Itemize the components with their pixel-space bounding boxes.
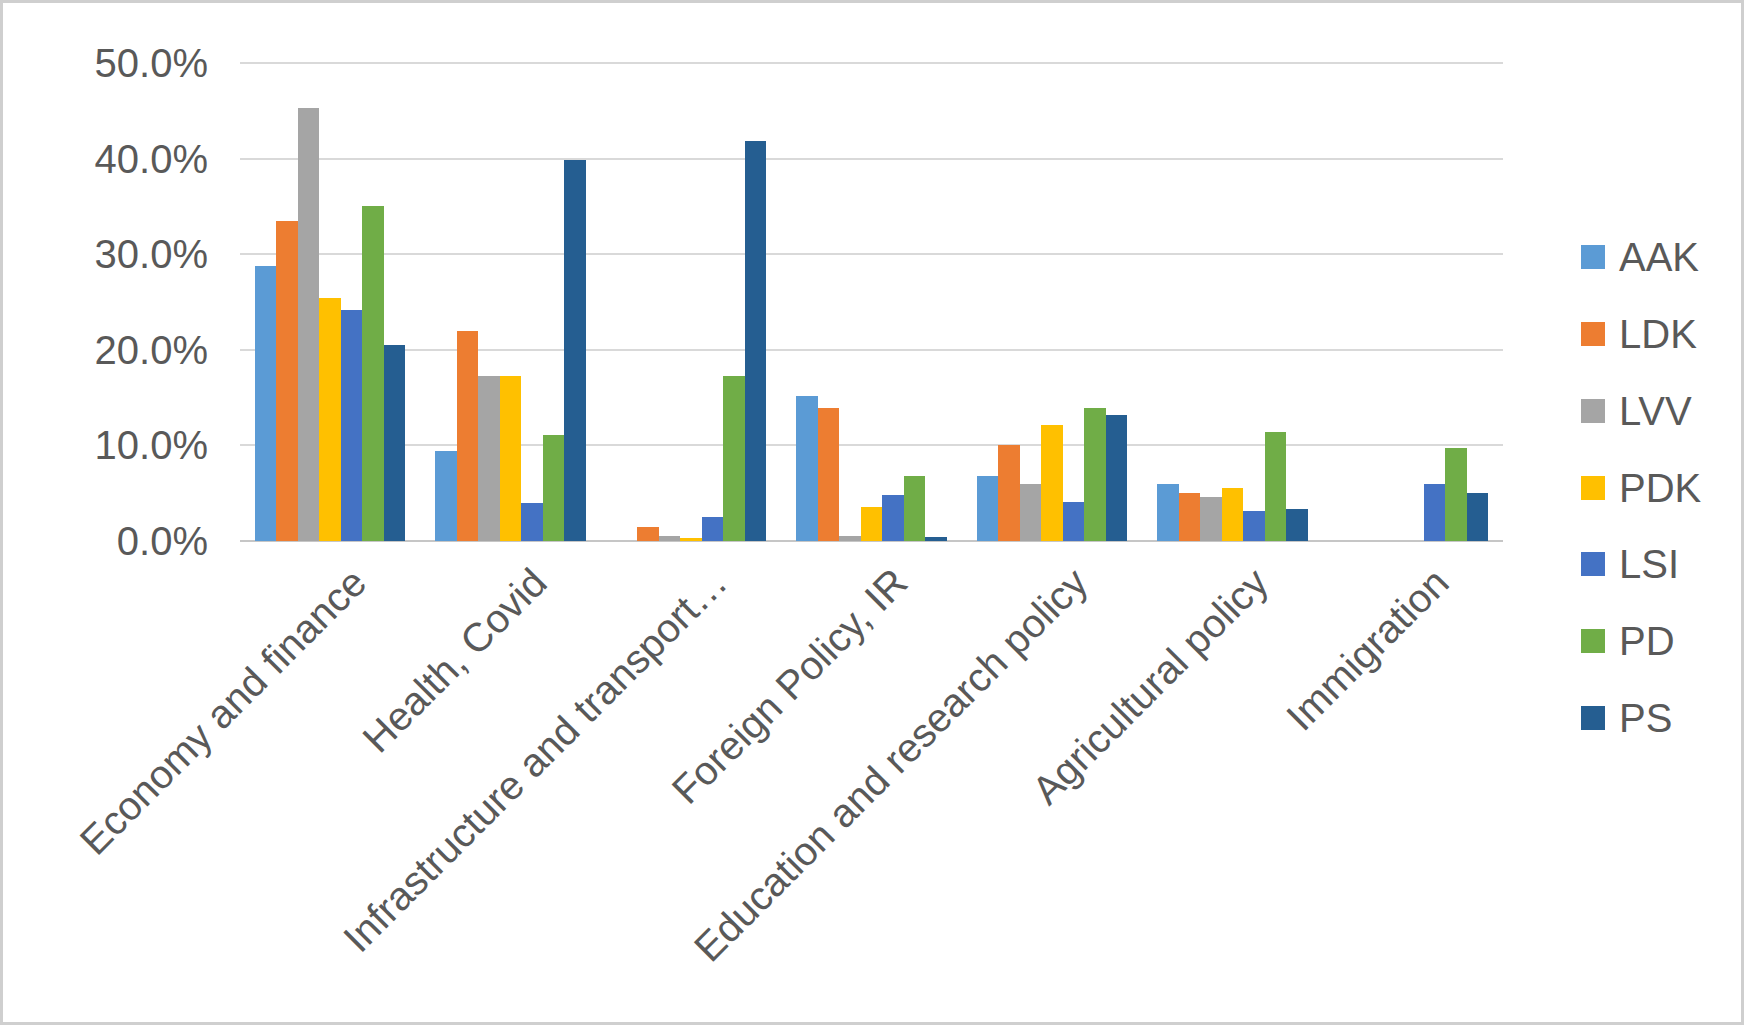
legend-swatch-icon — [1581, 629, 1605, 653]
legend-item-ps: PS — [1581, 694, 1672, 742]
x-category-label: Economy and finance — [70, 559, 375, 864]
bar-pd — [362, 206, 384, 541]
bar-ps — [1467, 493, 1489, 541]
bar-pdk — [1041, 425, 1063, 541]
bar-ldk — [276, 221, 298, 541]
bar-pdk — [1222, 488, 1244, 541]
legend-swatch-icon — [1581, 399, 1605, 423]
bar-pd — [904, 476, 926, 541]
bar-ps — [564, 160, 586, 541]
gridline — [240, 158, 1503, 160]
legend-item-lsi: LSI — [1581, 540, 1679, 588]
y-tick-label: 10.0% — [38, 421, 208, 469]
bar-ps — [1286, 509, 1308, 541]
bar-pdk — [319, 298, 341, 541]
x-category-label: Education and research policy — [685, 559, 1096, 970]
bar-pd — [543, 435, 565, 541]
bar-ps — [1106, 415, 1128, 541]
legend-item-aak: AAK — [1581, 233, 1699, 281]
legend-item-lvv: LVV — [1581, 387, 1692, 435]
gridline — [240, 349, 1503, 351]
legend-label: PD — [1619, 617, 1675, 665]
bar-ps — [925, 537, 947, 541]
gridline — [240, 62, 1503, 64]
y-tick-label: 50.0% — [38, 39, 208, 87]
legend-swatch-icon — [1581, 552, 1605, 576]
legend-item-ldk: LDK — [1581, 310, 1697, 358]
bar-lvv — [478, 376, 500, 541]
bar-lsi — [702, 517, 724, 541]
bar-ldk — [1179, 493, 1201, 541]
gridline — [240, 253, 1503, 255]
bar-pdk — [861, 507, 883, 541]
y-tick-label: 20.0% — [38, 326, 208, 374]
legend-item-pdk: PDK — [1581, 464, 1701, 512]
x-category-label: Health, Covid — [353, 559, 555, 761]
bar-aak — [1157, 484, 1179, 541]
bar-pd — [1445, 448, 1467, 541]
bar-pd — [1084, 408, 1106, 541]
bar-lvv — [298, 108, 320, 541]
bar-lsi — [521, 503, 543, 541]
gridline — [240, 444, 1503, 446]
legend-label: LSI — [1619, 540, 1679, 588]
bar-ldk — [457, 331, 479, 541]
bar-pdk — [500, 376, 522, 541]
clustered-bar-chart: 0.0% 10.0% 20.0% 30.0% 40.0% 50.0% Economy an… — [0, 0, 1744, 1025]
bar-lvv — [1200, 497, 1222, 541]
bar-lsi — [1424, 484, 1446, 541]
bar-aak — [796, 396, 818, 541]
legend-label: PDK — [1619, 464, 1701, 512]
bar-ldk — [637, 527, 659, 541]
bar-ps — [745, 141, 767, 541]
y-tick-label: 40.0% — [38, 135, 208, 183]
bar-ldk — [998, 445, 1020, 541]
bar-pd — [1265, 432, 1287, 541]
bar-pd — [723, 376, 745, 541]
legend-label: LVV — [1619, 387, 1692, 435]
legend-label: AAK — [1619, 233, 1699, 281]
legend-swatch-icon — [1581, 706, 1605, 730]
bar-lvv — [1020, 484, 1042, 541]
bar-aak — [977, 476, 999, 541]
legend-swatch-icon — [1581, 245, 1605, 269]
bar-lsi — [1063, 502, 1085, 541]
legend-label: LDK — [1619, 310, 1697, 358]
bar-lsi — [882, 495, 904, 541]
bar-aak — [255, 266, 277, 541]
bar-ps — [384, 345, 406, 541]
legend-label: PS — [1619, 694, 1672, 742]
x-category-label: Infrastructure and transport… — [334, 559, 736, 961]
legend-swatch-icon — [1581, 322, 1605, 346]
bar-aak — [435, 451, 457, 541]
legend-item-pd: PD — [1581, 617, 1675, 665]
bar-lsi — [341, 310, 363, 541]
bar-pdk — [680, 538, 702, 541]
y-tick-label: 0.0% — [38, 517, 208, 565]
y-tick-label: 30.0% — [38, 230, 208, 278]
x-category-label: Immigration — [1277, 559, 1457, 739]
bar-ldk — [818, 408, 840, 541]
bar-lsi — [1243, 511, 1265, 541]
legend-swatch-icon — [1581, 476, 1605, 500]
bar-lvv — [839, 536, 861, 541]
bar-lvv — [659, 536, 681, 541]
